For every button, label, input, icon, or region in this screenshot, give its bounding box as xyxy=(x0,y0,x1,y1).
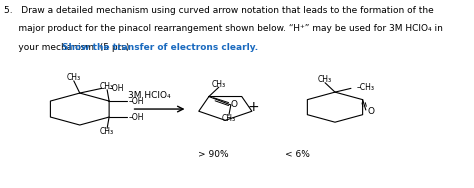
Text: CH₃: CH₃ xyxy=(222,114,236,123)
Text: < 6%: < 6% xyxy=(285,150,310,159)
Text: –OH: –OH xyxy=(128,97,144,105)
Text: CH₃: CH₃ xyxy=(212,80,226,89)
Text: O: O xyxy=(230,100,237,109)
Text: CH₃: CH₃ xyxy=(100,127,114,136)
Text: CH₃: CH₃ xyxy=(67,73,81,82)
Text: 5.   Draw a detailed mechanism using curved arrow notation that leads to the for: 5. Draw a detailed mechanism using curve… xyxy=(4,6,434,15)
Text: > 90%: > 90% xyxy=(198,150,228,159)
Text: 3M HClO₄: 3M HClO₄ xyxy=(128,91,171,100)
Text: –OH: –OH xyxy=(128,113,144,121)
Text: –CH₃: –CH₃ xyxy=(357,83,375,92)
Text: CH₃: CH₃ xyxy=(318,75,332,84)
Text: major product for the pinacol rearrangement shown below. “H⁺” may be used for 3M: major product for the pinacol rearrangem… xyxy=(4,24,443,33)
Text: –OH: –OH xyxy=(109,84,124,93)
Text: +: + xyxy=(247,100,259,114)
Text: Show the transfer of electrons clearly.: Show the transfer of electrons clearly. xyxy=(62,43,258,52)
Text: O: O xyxy=(367,107,374,116)
Text: your mechanism. (5 pts): your mechanism. (5 pts) xyxy=(4,43,129,52)
Text: CH₃: CH₃ xyxy=(100,83,114,91)
